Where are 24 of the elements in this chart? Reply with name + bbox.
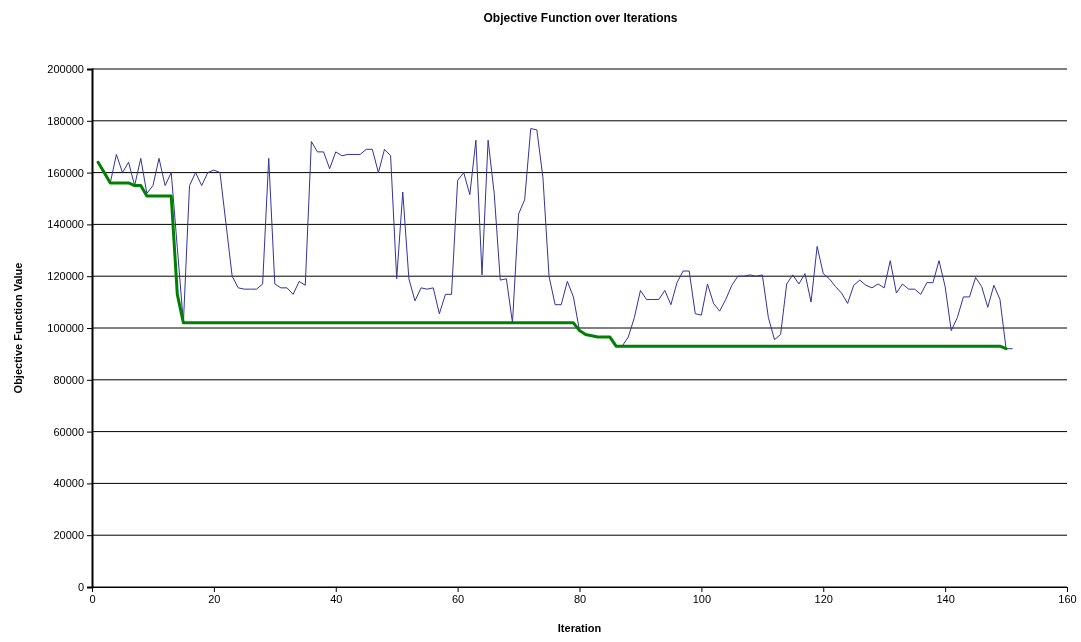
line-series — [96, 160, 1008, 351]
y-tick-label: 140000 — [47, 218, 84, 231]
x-tick-label: 160 — [1058, 592, 1077, 605]
x-tick-label: 80 — [573, 592, 587, 605]
x-tick-label: 100 — [692, 592, 712, 605]
y-tick-label: 40000 — [53, 477, 84, 490]
y-tick-label: 0 — [77, 581, 84, 594]
y-tick-label: 100000 — [47, 322, 84, 335]
x-tick-label: 0 — [89, 592, 96, 605]
y-tick-label: 120000 — [47, 270, 84, 283]
y-axis-title: Objective Function Value — [12, 262, 24, 394]
y-tick-label: 180000 — [47, 114, 84, 127]
x-tick-label: 20 — [208, 592, 221, 605]
chart-title: Objective Function over Iterations — [483, 11, 678, 25]
x-tick-label: 120 — [814, 592, 833, 605]
x-tick-label: 140 — [936, 592, 955, 605]
x-tick-label: 60 — [452, 592, 465, 605]
y-tick-label: 80000 — [53, 373, 84, 386]
y-tick-label: 20000 — [53, 529, 84, 542]
x-axis-title: Iteration — [557, 622, 602, 634]
y-tick-label: 160000 — [47, 166, 84, 179]
x-tick-label: 40 — [330, 592, 343, 605]
y-tick-label: 200000 — [47, 63, 84, 76]
y-tick-label: 60000 — [53, 425, 84, 438]
